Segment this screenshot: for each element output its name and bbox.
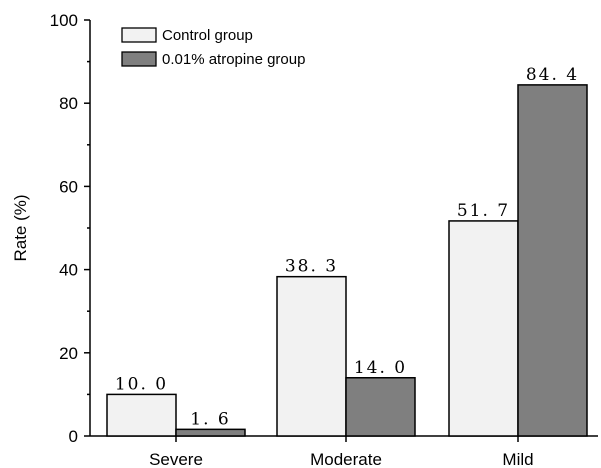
bar-value-label: 10. 0 xyxy=(115,374,168,394)
y-tick-label: 0 xyxy=(69,427,78,446)
bar-value-label: 14. 0 xyxy=(354,358,407,378)
legend-swatch xyxy=(121,27,157,43)
data-labels: 10. 0 1. 6 38. 3 14. 0 51. 7 84. 4 xyxy=(115,65,579,429)
y-tick-label: 100 xyxy=(50,11,78,30)
legend-label: 0.01% atropine group xyxy=(162,51,305,68)
y-axis-title: Rate (%) xyxy=(11,194,30,261)
bar-value-label: 38. 3 xyxy=(285,257,338,277)
legend-swatch xyxy=(121,51,157,67)
bar-value-label: 1. 6 xyxy=(190,409,230,429)
bar-moderate-series-1 xyxy=(276,275,347,437)
x-category-label: Mild xyxy=(502,450,533,468)
x-category-label: Severe xyxy=(149,450,203,468)
x-category-label: Moderate xyxy=(310,450,382,468)
legend-label: Control group xyxy=(162,27,253,44)
bars xyxy=(106,84,588,437)
x-ticks xyxy=(175,436,519,442)
plot-area: 0 20 40 60 80 100 10. 0 1. 6 38. 3 14. 0 51. 7 84.… xyxy=(50,11,598,468)
bar-severe-series-2 xyxy=(175,428,246,437)
bar-severe-series-1 xyxy=(106,393,177,437)
y-tick-label: 80 xyxy=(59,94,78,113)
bar-mild-series-2 xyxy=(517,84,588,437)
category-labels: Severe Moderate Mild xyxy=(149,450,534,468)
y-ticks: 0 20 40 60 80 100 xyxy=(50,11,90,446)
bar-value-label: 84. 4 xyxy=(526,65,579,85)
y-tick-label: 60 xyxy=(59,177,78,196)
legend: Control group 0.01% atropine group xyxy=(121,27,305,68)
bar-value-label: 51. 7 xyxy=(457,201,510,221)
y-tick-label: 20 xyxy=(59,344,78,363)
bar-moderate-series-2 xyxy=(345,377,416,437)
y-tick-label: 40 xyxy=(59,261,78,280)
bar-mild-series-1 xyxy=(448,220,519,437)
